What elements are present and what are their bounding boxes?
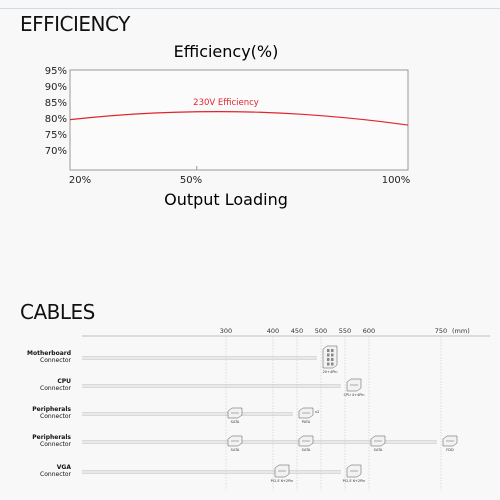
connector-label: SATA <box>302 448 311 452</box>
scale-tick-label: 450 <box>291 327 303 335</box>
connector-pin <box>327 362 330 366</box>
connector-pin <box>327 353 330 357</box>
cables-section-title: CABLES <box>20 300 95 324</box>
efficiency-chart: Efficiency(%) 95% 90% 85% 80% 75% 70% 20% 50% 1… <box>45 42 411 209</box>
connector-label: CPU 4+4Pin <box>344 393 365 397</box>
connector-atx-icon: 20+4Pin <box>322 345 338 374</box>
x-tick-label: 100% <box>382 175 411 186</box>
connector-pin <box>331 362 334 366</box>
y-tick-label: 85% <box>45 98 67 109</box>
series-label: 230V Efficiency <box>193 98 259 108</box>
connector-pcie-icon: PCI-E 6+2Pin <box>271 464 294 483</box>
connector-label: SATA <box>231 448 240 452</box>
connector-pin <box>327 349 330 352</box>
scale-tick-label: 400 <box>267 327 279 335</box>
connector-fdd-icon: FDD <box>442 435 458 452</box>
cable-length-scale: 300 400 450 500 550 600 750 (mm) <box>82 327 490 490</box>
scale-tick-label: 600 <box>363 327 375 335</box>
connector-pin <box>327 358 330 361</box>
cable-row-sub: Connector <box>40 385 71 392</box>
y-tick-label: 70% <box>45 146 67 157</box>
connector-label: PATA <box>302 420 311 424</box>
connector-pcie-icon: PCI-E 6+2Pin <box>343 464 366 483</box>
y-tick-label: 95% <box>45 66 67 77</box>
cable-rows: MotherboardConnector20+4PinCPUConnectorC… <box>27 345 458 483</box>
connector-sata-icon: SATA <box>298 435 314 452</box>
connector-eps-icon: CPU 4+4Pin <box>344 378 365 397</box>
connector-pin <box>331 353 334 357</box>
chart-title: Efficiency(%) <box>174 42 279 61</box>
connector-molex-icon: PATA x2 <box>298 407 319 424</box>
x-tick-label: 50% <box>180 175 202 186</box>
connector-body <box>322 345 338 369</box>
cable-row-sub: Connector <box>40 471 71 478</box>
y-axis-ticks: 95% 90% 85% 80% 75% 70% <box>45 66 67 157</box>
connector-label: 20+4Pin <box>323 370 338 374</box>
scale-unit: (mm) <box>452 327 470 335</box>
series-layer: 230V Efficiency <box>69 98 409 126</box>
cable-row-name: VGA <box>57 464 72 471</box>
scale-tick-label: 300 <box>220 327 232 335</box>
y-tick-label: 90% <box>45 82 67 93</box>
scale-tick-label: 550 <box>339 327 351 335</box>
y-tick-label: 75% <box>45 130 67 141</box>
cable-row-sub: Connector <box>40 413 71 420</box>
scale-tick-label: 750 <box>435 327 447 335</box>
connector-pin <box>331 349 334 352</box>
series-line <box>69 110 409 126</box>
connector-sata-icon: SATA <box>227 435 243 452</box>
top-divider <box>0 8 500 9</box>
connector-count: x2 <box>315 410 319 414</box>
cable-row-name: Peripherals <box>32 406 71 413</box>
efficiency-section-title: EFFICIENCY <box>20 12 130 36</box>
y-tick-label: 80% <box>45 114 67 125</box>
scale-tick-label: 500 <box>315 327 327 335</box>
cable-row-name: CPU <box>57 378 71 385</box>
x-tick-label: 20% <box>69 175 91 186</box>
cable-row-name: Peripherals <box>32 434 71 441</box>
plot-frame <box>69 69 409 171</box>
connector-label: PCI-E 6+2Pin <box>271 479 294 483</box>
x-axis-ticks: 20% 50% 100% <box>69 166 410 186</box>
cable-row-sub: Connector <box>40 441 71 448</box>
connector-label: SATA <box>374 448 383 452</box>
connector-label: SATA <box>231 420 240 424</box>
x-axis-label: Output Loading <box>164 190 288 209</box>
connector-sata-icon: SATA <box>227 407 243 424</box>
connector-sata-icon: SATA <box>370 435 386 452</box>
connector-label: PCI-E 6+2Pin <box>343 479 366 483</box>
cable-row-name: Motherboard <box>27 350 71 357</box>
connector-pin <box>331 358 334 361</box>
connector-label: FDD <box>446 448 454 452</box>
cable-row-sub: Connector <box>40 357 71 364</box>
